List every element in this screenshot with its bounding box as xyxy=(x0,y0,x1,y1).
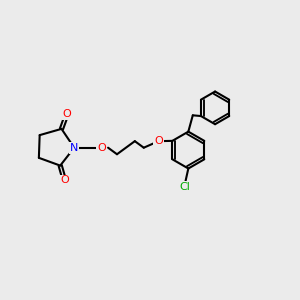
Text: O: O xyxy=(62,109,71,119)
Text: O: O xyxy=(60,176,69,185)
Text: N: N xyxy=(70,143,78,153)
Text: O: O xyxy=(97,143,106,153)
Text: O: O xyxy=(154,136,163,146)
Text: Cl: Cl xyxy=(179,182,190,192)
